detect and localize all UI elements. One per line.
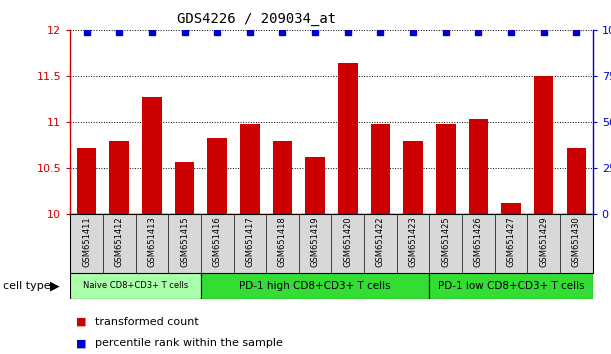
Text: GSM651423: GSM651423: [409, 216, 417, 267]
Bar: [501, 203, 521, 214]
Bar: [430, 273, 593, 299]
Text: PD-1 high CD8+CD3+ T cells: PD-1 high CD8+CD3+ T cells: [240, 281, 391, 291]
Bar: [534, 76, 554, 214]
Text: GSM651430: GSM651430: [572, 216, 581, 267]
Bar: [338, 63, 357, 214]
Text: GSM651411: GSM651411: [82, 216, 91, 267]
Bar: [306, 157, 325, 214]
Text: GSM651413: GSM651413: [147, 216, 156, 267]
Text: GSM651419: GSM651419: [310, 216, 320, 267]
Text: PD-1 low CD8+CD3+ T cells: PD-1 low CD8+CD3+ T cells: [437, 281, 584, 291]
Bar: [175, 162, 194, 214]
Text: GSM651425: GSM651425: [441, 216, 450, 267]
Bar: [109, 141, 129, 214]
Bar: [273, 141, 292, 214]
Bar: [142, 97, 162, 214]
Bar: [201, 273, 430, 299]
Bar: [240, 124, 260, 214]
Bar: [436, 124, 456, 214]
Bar: [403, 141, 423, 214]
Text: percentile rank within the sample: percentile rank within the sample: [95, 338, 282, 348]
Text: GSM651417: GSM651417: [246, 216, 254, 267]
Text: GSM651427: GSM651427: [507, 216, 516, 267]
Bar: [566, 148, 586, 214]
Text: ■: ■: [76, 317, 87, 327]
Text: GSM651429: GSM651429: [539, 216, 548, 267]
Text: GDS4226 / 209034_at: GDS4226 / 209034_at: [177, 12, 336, 27]
Text: ▶: ▶: [50, 279, 60, 292]
Text: GSM651420: GSM651420: [343, 216, 353, 267]
Text: GSM651426: GSM651426: [474, 216, 483, 267]
Bar: [70, 273, 201, 299]
Text: GSM651418: GSM651418: [278, 216, 287, 267]
Text: ■: ■: [76, 338, 87, 348]
Text: GSM651422: GSM651422: [376, 216, 385, 267]
Text: GSM651415: GSM651415: [180, 216, 189, 267]
Bar: [371, 124, 390, 214]
Bar: [469, 119, 488, 214]
Bar: [207, 138, 227, 214]
Text: Naive CD8+CD3+ T cells: Naive CD8+CD3+ T cells: [83, 281, 188, 290]
Text: GSM651416: GSM651416: [213, 216, 222, 267]
Bar: [77, 148, 97, 214]
Text: cell type: cell type: [3, 281, 51, 291]
Text: GSM651412: GSM651412: [115, 216, 124, 267]
Text: transformed count: transformed count: [95, 317, 199, 327]
